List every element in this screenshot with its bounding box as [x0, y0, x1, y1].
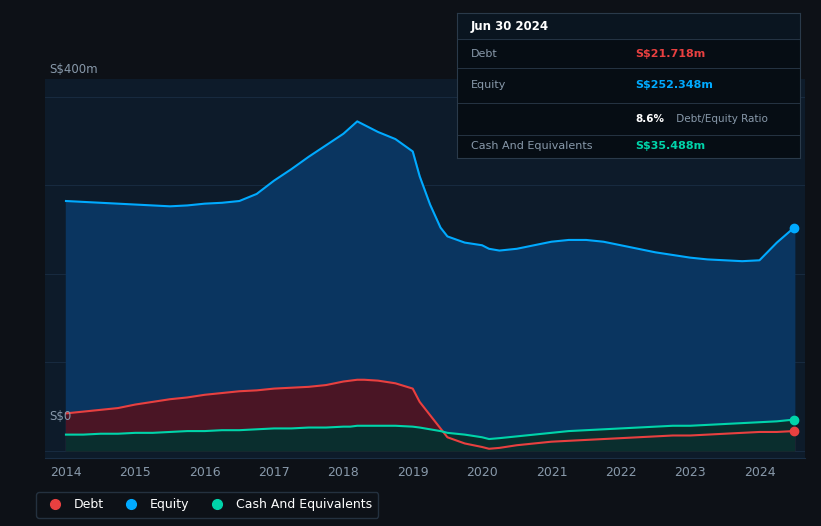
Text: 8.6%: 8.6% [635, 114, 665, 124]
Text: S$35.488m: S$35.488m [635, 141, 706, 151]
Text: Debt/Equity Ratio: Debt/Equity Ratio [673, 114, 768, 124]
Legend: Debt, Equity, Cash And Equivalents: Debt, Equity, Cash And Equivalents [36, 492, 378, 518]
Text: S$400m: S$400m [49, 63, 98, 76]
Text: S$21.718m: S$21.718m [635, 48, 706, 59]
Text: S$0: S$0 [49, 410, 71, 423]
Text: Cash And Equivalents: Cash And Equivalents [471, 141, 593, 151]
Text: Debt: Debt [471, 48, 498, 59]
Text: Equity: Equity [471, 80, 507, 90]
Text: Jun 30 2024: Jun 30 2024 [471, 19, 549, 33]
Bar [457, 13, 800, 39]
Text: S$252.348m: S$252.348m [635, 80, 713, 90]
